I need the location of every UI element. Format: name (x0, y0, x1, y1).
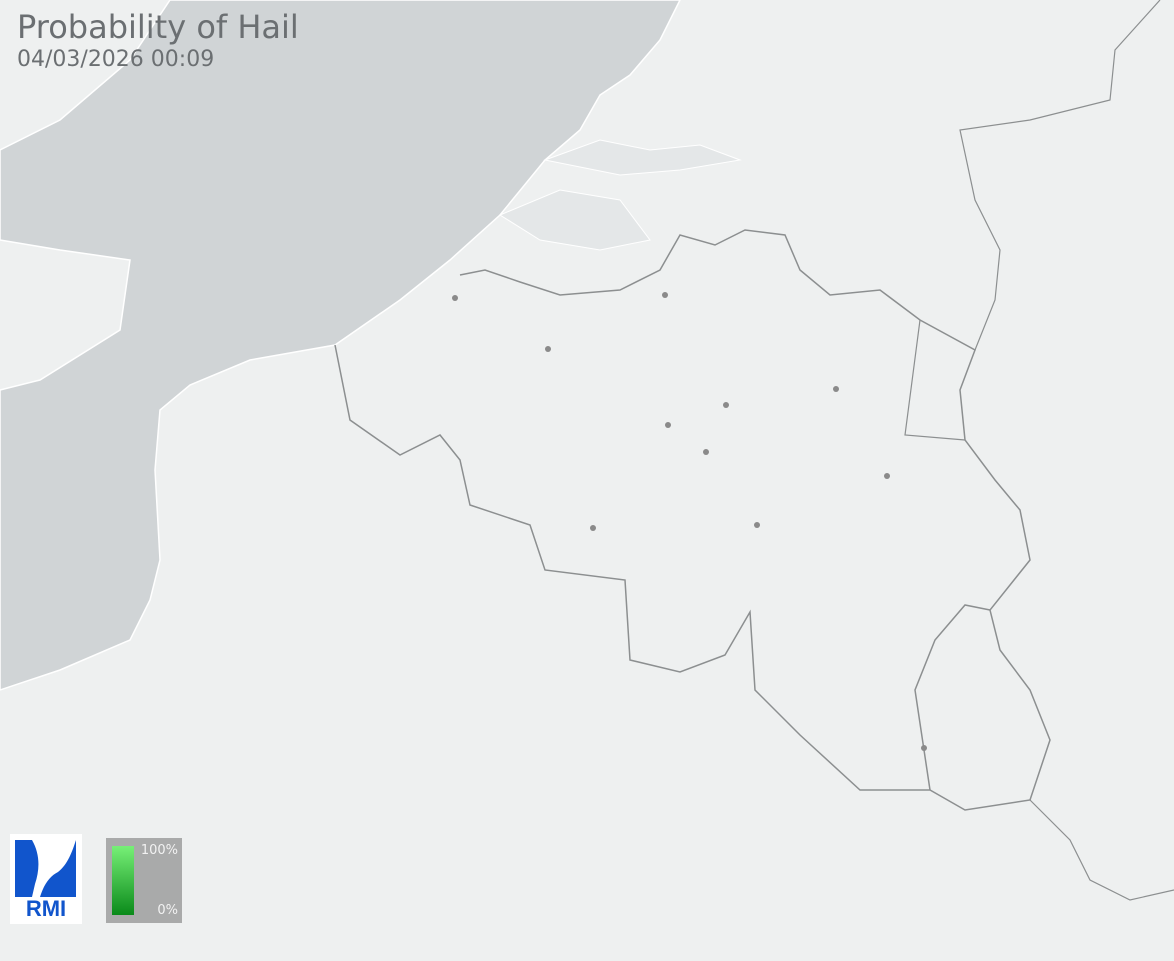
france-germany-border (1029, 799, 1174, 901)
city-marker (921, 745, 927, 751)
city-marker (703, 449, 709, 455)
city-marker (723, 402, 729, 408)
city-marker (754, 522, 760, 528)
legend-max-label: 100% (140, 843, 178, 858)
city-marker (662, 292, 668, 298)
estuary (498, 139, 742, 251)
city-marker (833, 386, 839, 392)
city-marker (884, 473, 890, 479)
netherlands-germany-border (904, 0, 1161, 441)
map-title: Probability of Hail (17, 8, 299, 46)
cities (452, 292, 927, 751)
legend-color-bar (112, 846, 134, 915)
city-marker (590, 525, 596, 531)
probability-legend: 100% 0% (106, 838, 182, 923)
rmi-logo-mark-icon (15, 840, 76, 897)
city-marker (452, 295, 458, 301)
rmi-logo-text: RMI (25, 896, 67, 921)
belgium-border (334, 229, 1051, 811)
sea (0, 0, 681, 691)
map-timestamp: 04/03/2026 00:09 (17, 47, 215, 72)
city-marker (665, 422, 671, 428)
rmi-logo: RMI (10, 834, 82, 924)
city-marker (545, 346, 551, 352)
legend-min-label: 0% (157, 903, 178, 918)
luxembourg-border (914, 604, 991, 791)
